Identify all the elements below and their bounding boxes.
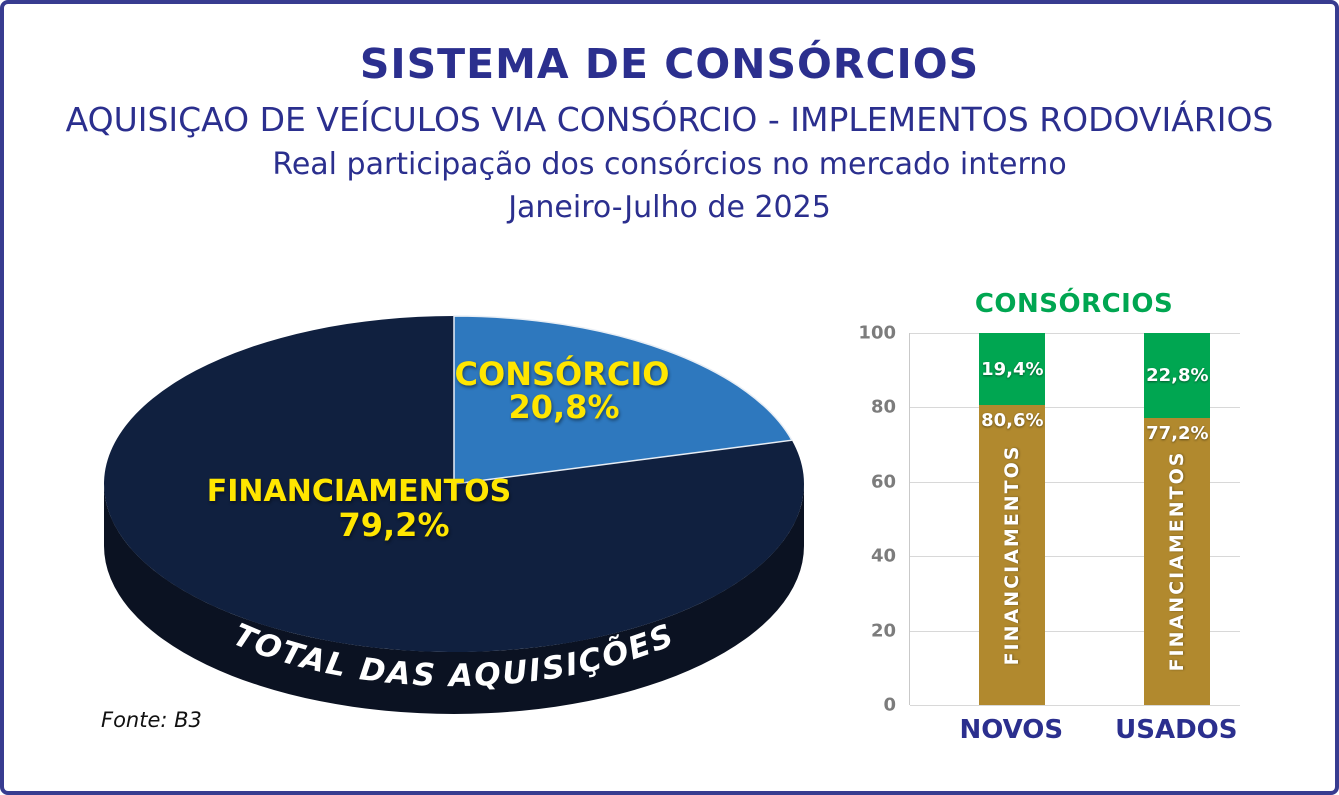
pie-value-financiamentos: 79,2%: [338, 506, 449, 544]
bar-usados-consorcios-segment: 22,8%: [1144, 333, 1211, 418]
bar-novos-financiamentos-label: FINANCIAMENTOS: [1001, 444, 1024, 666]
category-label-novos: NOVOS: [959, 715, 1064, 745]
bar-novos-consorcios-segment: 19,4%: [979, 333, 1046, 406]
subtitle-line2: Real participação dos consórcios no merc…: [272, 147, 1067, 182]
pie-label-financiamentos: FINANCIAMENTOS: [207, 474, 512, 509]
source-note: Fonte: B3: [101, 708, 202, 732]
bar-usados: 22,8% 77,2% FINANCIAMENTOS: [1144, 333, 1211, 705]
gridline: [910, 481, 1240, 483]
gridline: [910, 407, 1240, 409]
pie-label-consorcio: CONSÓRCIO: [455, 354, 670, 393]
y-axis-tick-label: 20: [870, 620, 896, 642]
bar-usados-financiamentos-value: 77,2%: [1146, 422, 1209, 444]
y-axis-tick-label: 0: [883, 694, 896, 716]
y-axis-tick-label: 100: [858, 322, 896, 344]
y-axis-tick-label: 60: [870, 471, 896, 493]
y-axis-tick-label: 40: [870, 545, 896, 567]
header: SISTEMA DE CONSÓRCIOS AQUISIÇAO DE VEÍCU…: [4, 40, 1335, 225]
gridline: [910, 333, 1240, 334]
gridline: [910, 630, 1240, 632]
bar-usados-financiamentos-label: FINANCIAMENTOS: [1166, 450, 1189, 672]
bar-usados-consorcios-value: 22,8%: [1146, 364, 1209, 386]
bar-plot: 19,4% 80,6% FINANCIAMENTOS 22,8% 77,2% F…: [858, 323, 1240, 716]
bar-novos: 19,4% 80,6% FINANCIAMENTOS: [979, 333, 1046, 705]
category-label-usados: USADOS: [1115, 715, 1238, 745]
bar-novos-financiamentos-value: 80,6%: [981, 410, 1044, 432]
gridline: [910, 705, 1240, 706]
pie-rim: [104, 484, 804, 714]
bar-novos-consorcios-value: 19,4%: [981, 358, 1044, 380]
bar-panel: CONSÓRCIOS 19,4% 80,6% FINANCIAMENTOS 22…: [858, 289, 1304, 759]
bar-chart-title: CONSÓRCIOS: [974, 289, 1174, 319]
y-axis-tick-label: 80: [870, 396, 896, 418]
bar-category-axis: NOVOS USADOS: [909, 715, 1239, 759]
pie-slice-consorcio: [453, 315, 794, 485]
bar-usados-financiamentos-segment: 77,2% FINANCIAMENTOS: [1144, 417, 1211, 705]
pie-value-consorcio: 20,8%: [508, 388, 619, 426]
bar-novos-financiamentos-segment: 80,6% FINANCIAMENTOS: [979, 405, 1046, 705]
page-title: SISTEMA DE CONSÓRCIOS: [359, 40, 980, 88]
subtitle-line1: AQUISIÇAO DE VEÍCULOS VIA CONSÓRCIO - IM…: [65, 100, 1274, 139]
pie-panel: CONSÓRCIO 20,8% FINANCIAMENTOS 79,2% TOT…: [44, 284, 884, 762]
subtitle-period: Janeiro-Julho de 2025: [508, 190, 831, 225]
pie-chart: CONSÓRCIO 20,8% FINANCIAMENTOS 79,2% TOT…: [104, 315, 805, 714]
gridline: [910, 556, 1240, 558]
